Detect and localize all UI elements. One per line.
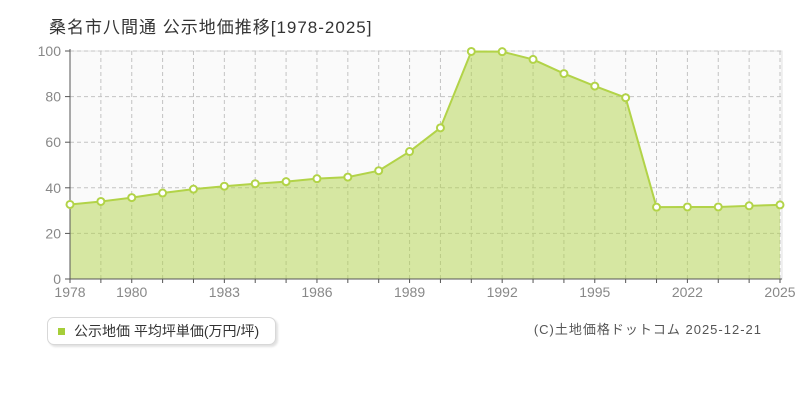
x-tick-label: 1995 [579,284,610,300]
data-point [435,123,445,133]
data-point [528,54,538,64]
x-tick-label: 1992 [487,284,518,300]
y-tick-label: 100 [38,43,62,59]
y-tick-label: 40 [45,180,61,196]
y-tick-label: 80 [45,89,61,105]
data-point [405,147,415,157]
data-point [219,181,229,191]
data-point [744,201,754,211]
data-point [374,166,384,176]
y-tick-label: 0 [53,271,61,287]
data-point [590,81,600,91]
price-area [70,51,780,280]
y-tick-label: 60 [45,134,61,150]
x-tick-label: 1989 [394,284,425,300]
data-point [158,188,168,198]
data-point [188,184,198,194]
x-tick-label: 1983 [209,284,240,300]
data-point [497,47,507,57]
data-point [281,177,291,187]
data-point [652,202,662,212]
x-tick-label: 2022 [672,284,703,300]
price-trend-chart: 0 20 40 60 80 100 1978 1980 1983 1986 1989 1992 1995… [38,43,796,300]
legend: 公示地価 平均坪単価(万円/坪) [47,317,277,345]
data-point [775,200,785,210]
data-point [713,202,723,212]
price-line [69,50,781,209]
data-point [312,174,322,184]
data-point [559,69,569,79]
data-point [621,93,631,103]
data-point [127,193,137,203]
data-point [682,202,692,212]
y-tick-label: 20 [45,225,61,241]
x-tick-label: 1978 [54,284,85,300]
data-point [343,172,353,182]
data-point [96,196,106,206]
legend-marker-square [58,327,65,335]
chart-title: 桑名市八間通 公示地価推移[1978-2025] [49,18,373,37]
legend-label: 公示地価 平均坪単価(万円/坪) [74,323,260,339]
data-point [65,199,75,209]
x-tick-label: 2025 [764,284,795,300]
x-tick-label: 1980 [116,284,147,300]
copyright-note: (C)土地価格ドットコム 2025-12-21 [533,322,762,337]
data-point [466,46,476,56]
x-tick-label: 1986 [301,284,332,300]
data-point [250,179,260,189]
